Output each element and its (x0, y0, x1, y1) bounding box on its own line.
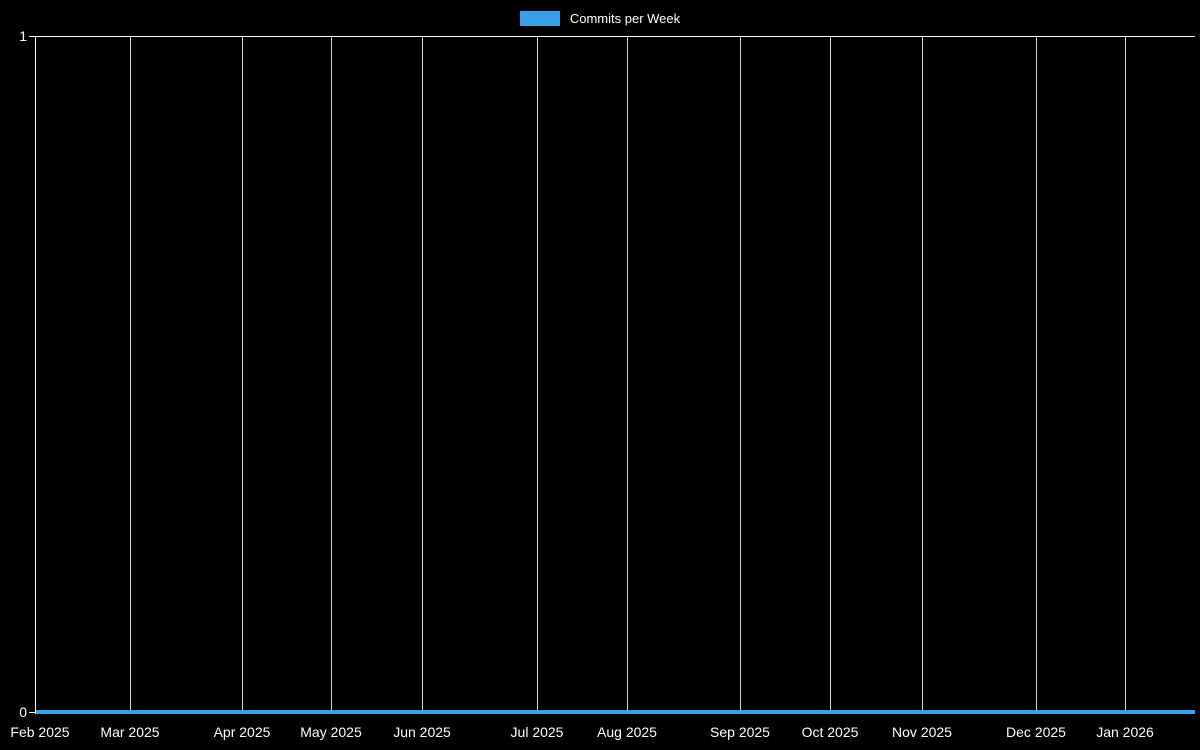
y-tick-mark-0 (29, 712, 35, 713)
gridline-vertical (1125, 36, 1126, 713)
x-tick-label: Feb 2025 (10, 724, 70, 740)
chart-legend: Commits per Week (0, 6, 1200, 30)
gridline-vertical (422, 36, 423, 713)
gridline-vertical (922, 36, 923, 713)
y-tick-label-top: 1 (19, 28, 27, 44)
x-tick-label: Apr 2025 (213, 724, 271, 740)
gridline-vertical (537, 36, 538, 713)
x-tick-label: Nov 2025 (892, 724, 952, 740)
legend-swatch-icon (519, 10, 560, 26)
x-tick-label: Mar 2025 (100, 724, 160, 740)
plot-area (36, 36, 1195, 713)
x-tick-label: Sep 2025 (710, 724, 770, 740)
x-tick-label: Dec 2025 (1006, 724, 1066, 740)
gridline-vertical (130, 36, 131, 713)
x-tick-label: Jan 2026 (1096, 724, 1154, 740)
x-tick-label: Jul 2025 (510, 724, 564, 740)
x-tick-label: May 2025 (300, 724, 362, 740)
gridline-vertical (242, 36, 243, 713)
gridline-vertical (627, 36, 628, 713)
gridline-vertical (1036, 36, 1037, 713)
legend-item-label: Commits per Week (569, 10, 681, 26)
y-tick-mark-1 (29, 36, 35, 37)
x-tick-label: Aug 2025 (597, 724, 657, 740)
y-axis-spine (35, 36, 36, 714)
series-line-commits-per-week (36, 710, 1195, 714)
gridline-horizontal-top (36, 36, 1195, 37)
gridline-vertical (830, 36, 831, 713)
x-tick-label: Jun 2025 (393, 724, 451, 740)
gridline-vertical (331, 36, 332, 713)
y-tick-label-bottom: 0 (19, 704, 27, 720)
gridline-vertical (740, 36, 741, 713)
x-tick-label: Oct 2025 (801, 724, 859, 740)
legend-item-commits-per-week[interactable]: Commits per Week (519, 10, 681, 26)
